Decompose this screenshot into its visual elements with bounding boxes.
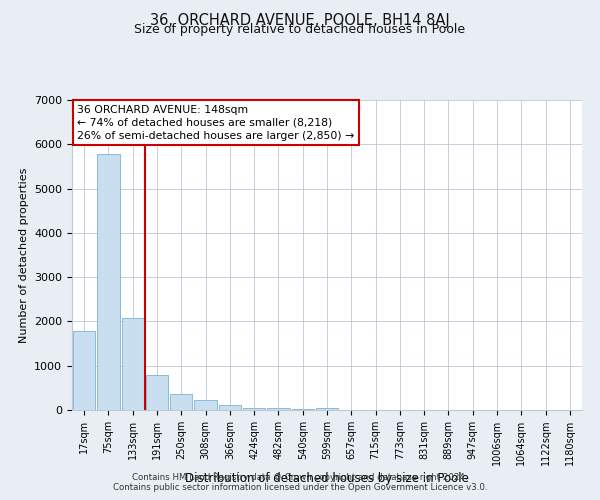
X-axis label: Distribution of detached houses by size in Poole: Distribution of detached houses by size … (185, 472, 469, 485)
Bar (316, 408, 338, 410)
Bar (73, 331, 95, 410)
Text: 36, ORCHARD AVENUE, POOLE, BH14 8AJ: 36, ORCHARD AVENUE, POOLE, BH14 8AJ (150, 12, 450, 28)
Bar (194, 400, 217, 410)
Bar (218, 405, 241, 410)
Bar (243, 408, 265, 410)
Bar (97, 154, 119, 410)
Text: Contains public sector information licensed under the Open Government Licence v3: Contains public sector information licen… (113, 483, 487, 492)
Y-axis label: Number of detached properties: Number of detached properties (19, 168, 29, 342)
Text: Size of property relative to detached houses in Poole: Size of property relative to detached ho… (134, 22, 466, 36)
Bar (170, 394, 193, 410)
Text: 36 ORCHARD AVENUE: 148sqm
← 74% of detached houses are smaller (8,218)
26% of se: 36 ORCHARD AVENUE: 148sqm ← 74% of detac… (77, 104, 355, 141)
Bar (267, 408, 290, 410)
Bar (146, 374, 168, 410)
Bar (292, 409, 314, 410)
Bar (122, 318, 144, 410)
Text: Contains HM Land Registry data © Crown copyright and database right 2024.: Contains HM Land Registry data © Crown c… (132, 474, 468, 482)
